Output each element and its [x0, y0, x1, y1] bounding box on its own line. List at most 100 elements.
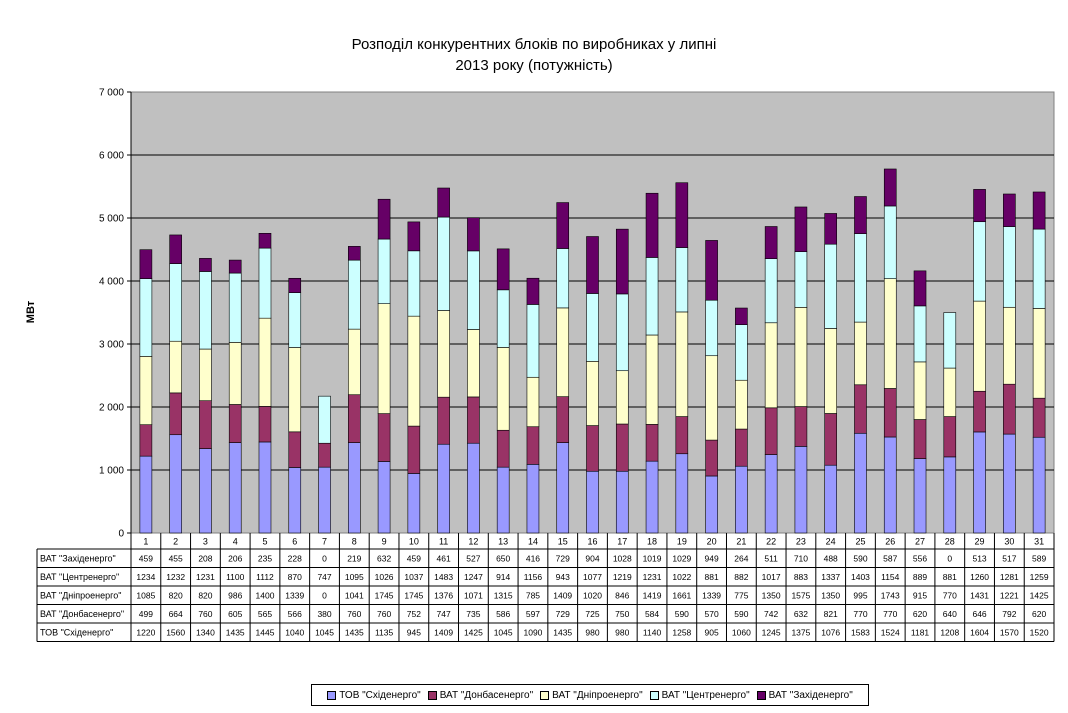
x-tick-label: 23 [796, 537, 806, 547]
x-tick-label: 14 [528, 537, 538, 547]
y-tick-label: 3 000 [99, 340, 124, 351]
table-cell: 1400 [256, 590, 275, 600]
bar-segment-s0-c3 [199, 448, 212, 534]
table-cell: 632 [377, 553, 391, 563]
bar-segment-s1-c18 [645, 424, 659, 462]
bar-segment-s4-c23 [794, 206, 808, 253]
bar-segment-s1-c13 [496, 429, 510, 468]
table-cell: 1220 [136, 627, 155, 637]
bar-segment-s4-c9 [377, 198, 391, 240]
bar-segment-s0-c11 [437, 443, 450, 534]
table-cell: 760 [377, 609, 391, 619]
legend-item: ТОВ "Східенерго" [327, 690, 421, 701]
y-tick-label: 7 000 [99, 88, 124, 99]
x-tick-label: 12 [468, 537, 478, 547]
x-tick-label: 24 [826, 537, 836, 547]
bar-segment-s2-c8 [348, 328, 361, 396]
y-axis-label: МВт [25, 300, 37, 323]
bar-segment-s3-c5 [258, 247, 272, 319]
bar-segment-s3-c28 [943, 312, 957, 369]
y-tick-label: 5 000 [99, 214, 124, 225]
bar-segment-s0-c31 [1032, 436, 1046, 534]
x-tick-label: 5 [262, 537, 267, 547]
bar-segment-s3-c29 [973, 221, 986, 302]
table-cell: 620 [913, 609, 927, 619]
table-cell: 915 [913, 590, 927, 600]
table-cell: 264 [734, 553, 748, 563]
table-cell: 943 [556, 572, 570, 582]
bar-segment-s4-c8 [348, 246, 361, 261]
table-cell: 1575 [791, 590, 810, 600]
table-cell: 747 [437, 609, 451, 619]
bar-segment-s1-c11 [437, 396, 450, 445]
table-cell: 820 [198, 590, 212, 600]
table-cell: 1028 [613, 553, 632, 563]
table-cell: 1140 [643, 627, 662, 637]
legend-item: ВАТ "Донбасенерго" [427, 690, 533, 701]
bar-segment-s1-c7 [318, 442, 331, 468]
bar-segment-s2-c16 [586, 361, 599, 426]
bar-segment-s2-c31 [1032, 308, 1046, 399]
x-tick-label: 30 [1004, 537, 1014, 547]
bar-segment-s0-c19 [675, 453, 689, 534]
bar-segment-s2-c19 [675, 311, 689, 417]
table-cell: 1425 [1030, 590, 1049, 600]
table-cell: 590 [675, 609, 689, 619]
bar-segment-s3-c20 [705, 299, 718, 357]
bar-segment-s0-c29 [973, 431, 986, 534]
table-cell: 1181 [911, 627, 930, 637]
table-cell: 1045 [315, 627, 334, 637]
table-cell: 792 [1002, 609, 1016, 619]
table-cell: 1570 [1000, 627, 1019, 637]
bar-segment-s0-c15 [556, 442, 570, 534]
y-tick-label: 2 000 [99, 403, 124, 414]
bar-segment-s1-c21 [735, 428, 748, 467]
table-cell: 750 [615, 609, 629, 619]
x-tick-label: 17 [617, 537, 627, 547]
bar-segment-s0-c21 [735, 465, 748, 534]
table-cell: 905 [705, 627, 719, 637]
bar-segment-s3-c7 [318, 395, 331, 444]
table-cell: 632 [794, 609, 808, 619]
table-cell: 980 [585, 627, 599, 637]
table-cell: 459 [407, 553, 421, 563]
table-cell: 1376 [434, 590, 453, 600]
bar-segment-s1-c25 [854, 384, 867, 434]
table-cell: 235 [258, 553, 272, 563]
table-cell: 416 [526, 553, 540, 563]
bar-segment-s1-c5 [258, 406, 272, 443]
table-cell: 1375 [791, 627, 810, 637]
bar-segment-s0-c20 [705, 475, 718, 534]
table-cell: 1041 [345, 590, 364, 600]
x-tick-label: 1 [143, 537, 148, 547]
bar-segment-s1-c14 [526, 426, 540, 465]
bar-segment-s1-c16 [586, 425, 599, 472]
table-cell: 1232 [166, 572, 185, 582]
table-cell: 725 [585, 609, 599, 619]
table-cell: 1071 [464, 590, 483, 600]
bar-segment-s1-c26 [883, 388, 897, 438]
bar-segment-s3-c27 [913, 305, 927, 363]
bar-segment-s2-c14 [526, 376, 540, 428]
bar-segment-s2-c12 [467, 329, 480, 398]
table-cell: 785 [526, 590, 540, 600]
table-cell: 1219 [613, 572, 632, 582]
bar-segment-s2-c3 [199, 348, 212, 402]
table-cell: 0 [322, 553, 327, 563]
table-cell: 883 [794, 572, 808, 582]
bar-segment-s1-c23 [794, 406, 808, 447]
bar-segment-s0-c23 [794, 446, 808, 534]
table-cell: 889 [913, 572, 927, 582]
bar-segment-s2-c28 [943, 367, 957, 417]
table-cell: 1085 [136, 590, 155, 600]
bar-segment-s3-c11 [437, 216, 450, 311]
bar-segment-s0-c12 [467, 442, 480, 534]
table-cell: 206 [228, 553, 242, 563]
table-cell: 752 [407, 609, 421, 619]
bar-segment-s3-c21 [735, 324, 748, 381]
x-tick-label: 21 [736, 537, 746, 547]
x-tick-label: 7 [322, 537, 327, 547]
table-cell: 1431 [970, 590, 989, 600]
bar-segment-s3-c17 [615, 293, 629, 372]
bar-segment-s0-c27 [913, 458, 927, 534]
